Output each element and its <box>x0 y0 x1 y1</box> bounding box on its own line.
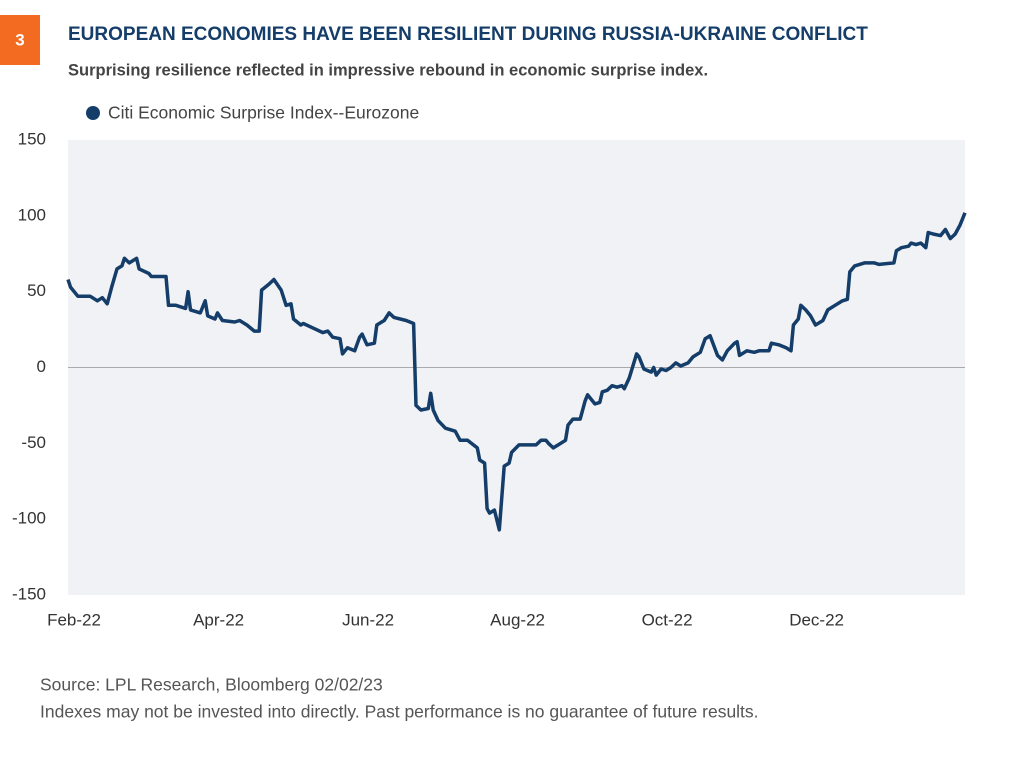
x-tick-label: Aug-22 <box>490 610 545 629</box>
legend-marker <box>86 106 100 120</box>
legend-label: Citi Economic Surprise Index--Eurozone <box>108 103 419 123</box>
note: Indexes may not be invested into directl… <box>40 702 759 722</box>
x-tick-label: Oct-22 <box>642 610 693 629</box>
x-tick-label: Dec-22 <box>789 610 844 629</box>
y-tick-label: 0 <box>37 357 46 376</box>
chart-subtitle: Surprising resilience reflected in impre… <box>68 61 708 79</box>
badge-box <box>0 15 40 65</box>
data-line <box>66 212 967 532</box>
chart-title: EUROPEAN ECONOMIES HAVE BEEN RESILIENT D… <box>68 24 868 45</box>
y-tick-label: -150 <box>12 584 46 603</box>
y-tick-label: -100 <box>12 509 46 528</box>
badge: 3 <box>15 30 24 49</box>
source: Source: LPL Research, Bloomberg 02/02/23 <box>40 675 383 695</box>
x-tick-label: Jun-22 <box>342 610 394 629</box>
y-tick-label: 100 <box>18 205 46 224</box>
x-tick-label: Apr-22 <box>193 610 244 629</box>
y-tick-label: -50 <box>21 433 46 452</box>
y-tick-label: 50 <box>27 281 46 300</box>
y-tick-label: 150 <box>18 129 46 148</box>
x-tick-label: Feb-22 <box>47 610 101 629</box>
